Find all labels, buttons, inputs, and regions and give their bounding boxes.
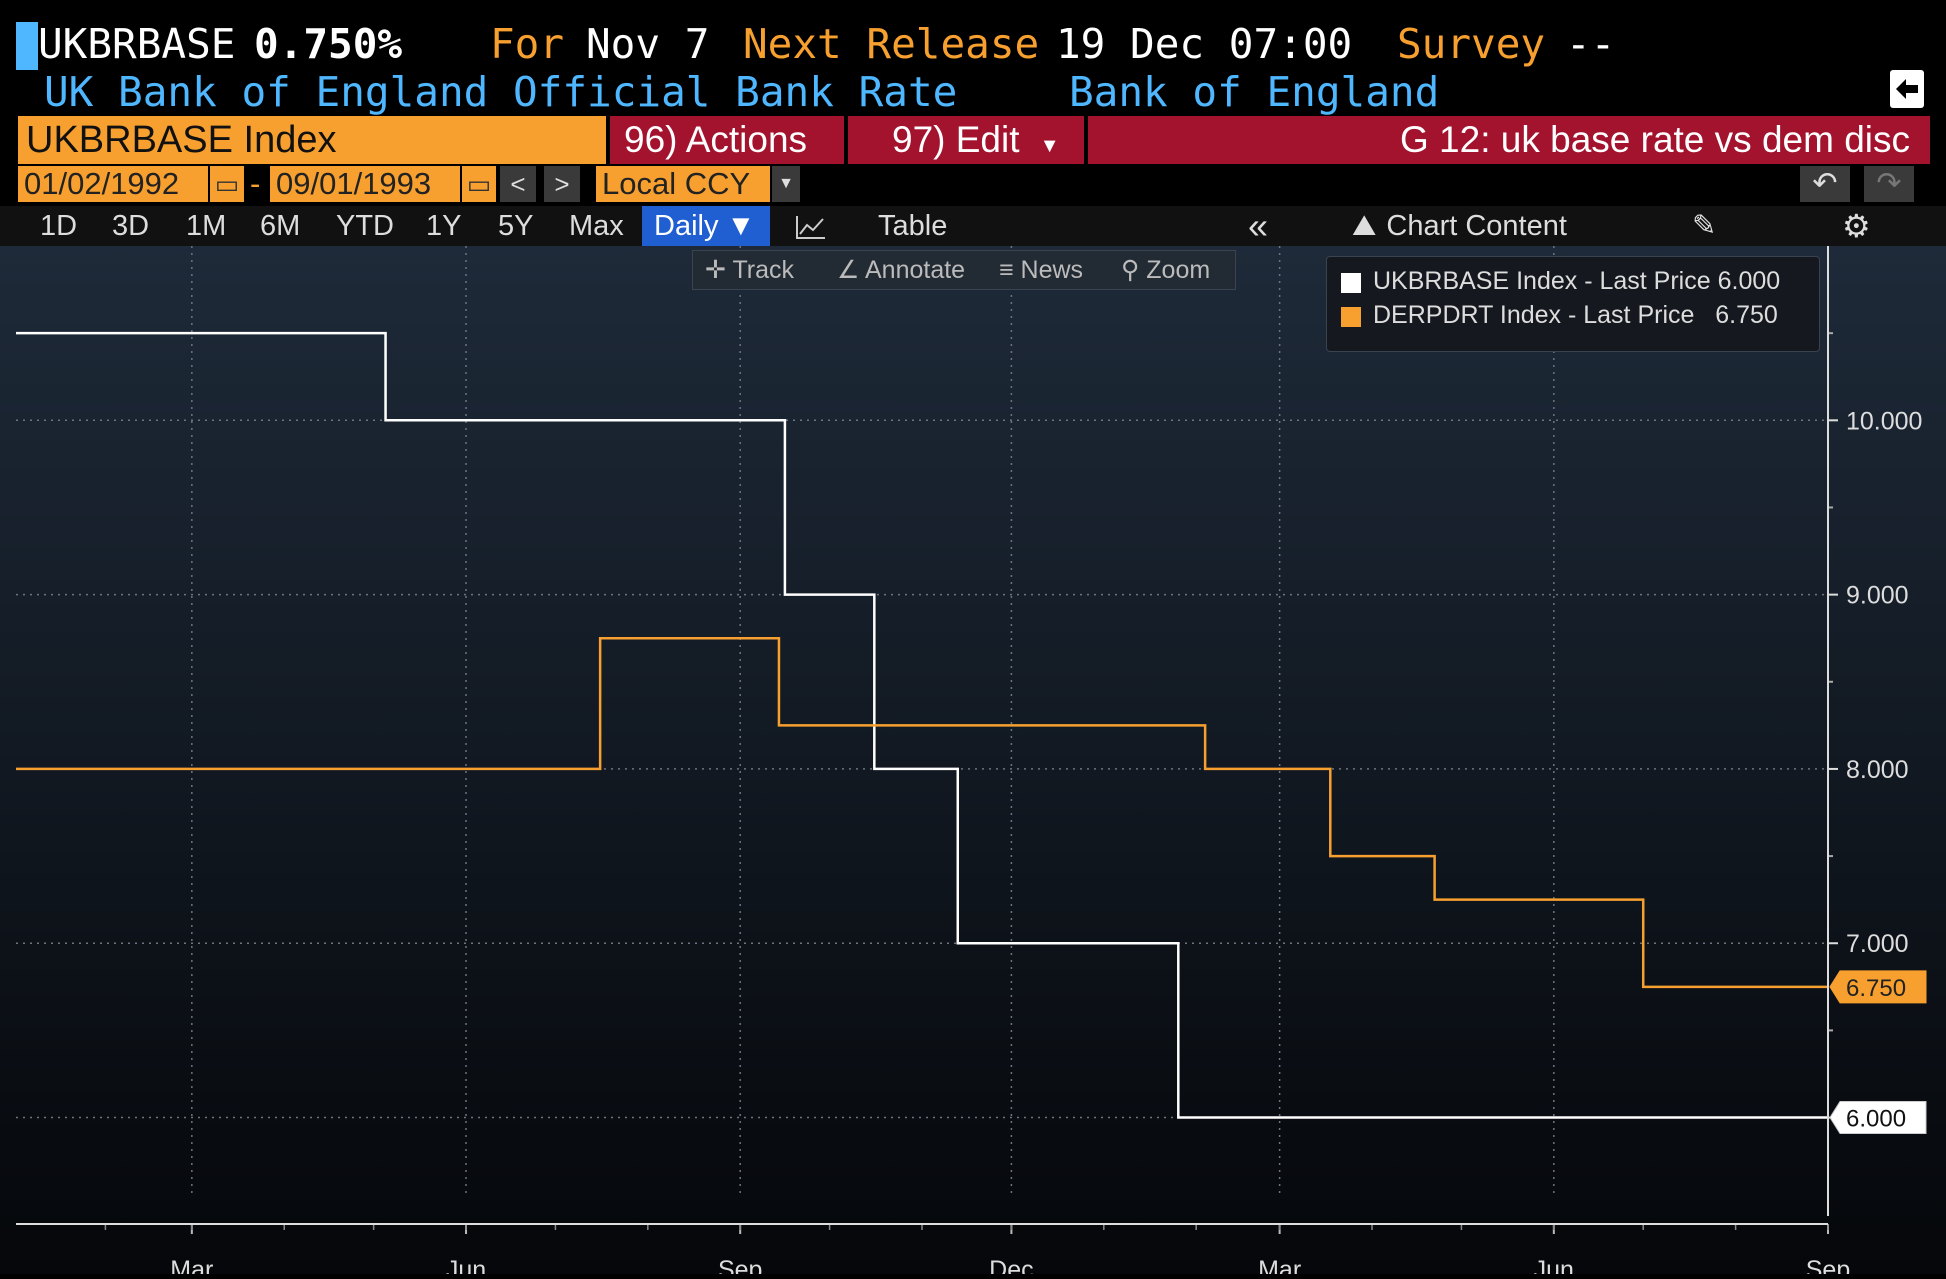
- zoom-label: Zoom: [1146, 256, 1211, 284]
- security-description: UK Bank of England Official Bank Rate: [44, 68, 958, 116]
- date-separator: -: [250, 166, 261, 201]
- export-icon[interactable]: [1890, 70, 1924, 108]
- next-release-label: Next Release: [743, 20, 1040, 68]
- tab-1y[interactable]: 1Y: [426, 210, 462, 242]
- security-description-row: UK Bank of England Official Bank Rate Ba…: [0, 62, 1946, 116]
- line-chart-icon[interactable]: [794, 206, 834, 246]
- chevron-down-icon[interactable]: ▼: [772, 166, 800, 202]
- end-date-input[interactable]: 09/01/1993: [270, 166, 460, 202]
- pencil-icon: ∠: [837, 256, 860, 284]
- badge-shape: [1829, 970, 1927, 1004]
- y-tick-label: 7.000: [1846, 930, 1909, 958]
- edit-label: 97) Edit: [892, 119, 1020, 160]
- x-tick-label: Dec: [989, 1256, 1033, 1274]
- edit-icon[interactable]: ✎: [1692, 210, 1717, 242]
- y-tick-label: 9.000: [1846, 582, 1909, 610]
- x-tick-label: Sep: [1806, 1256, 1850, 1274]
- track-label: Track: [732, 256, 795, 284]
- news-tool[interactable]: ≡ News: [999, 251, 1083, 289]
- x-tick-label: Jun: [446, 1256, 486, 1274]
- legend-last-value: 6.750: [1715, 301, 1778, 329]
- undo-button[interactable]: ↶: [1800, 166, 1850, 202]
- chart-svg[interactable]: 7.000 8.000 9.000 10.000 Mar Jun Sep Dec Mar Jun S…: [0, 246, 1946, 1279]
- tab-3d[interactable]: 3D: [112, 210, 150, 242]
- range-tabs-bar: 1D 3D 1M 6M YTD 1Y 5Y Max Daily ▼ Table …: [0, 206, 1946, 246]
- next-release-date: 19 Dec 07:00: [1056, 20, 1353, 68]
- for-date: Nov 7: [586, 20, 710, 68]
- current-value: 0.750%: [254, 20, 403, 68]
- date-range-toolbar: 01/02/1992 ▭ - 09/01/1993 ▭ < > Local CC…: [0, 166, 1946, 206]
- legend-entry-1: DERPDRT Index - Last Price 6.750: [1373, 301, 1778, 330]
- badge-value: 6.750: [1846, 975, 1906, 1002]
- annotate-tool[interactable]: ∠ Annotate: [837, 251, 965, 289]
- tab-max[interactable]: Max: [569, 210, 624, 242]
- chart-content-button[interactable]: ⛰ Chart Content: [1352, 206, 1567, 246]
- function-toolbar: UKBRBASE Index 96) Actions ▼ 97) Edit ▼ …: [0, 116, 1946, 205]
- chart-content-icon: ⛰: [1352, 210, 1377, 242]
- legend-last-value: 6.000: [1717, 267, 1781, 295]
- collapse-button[interactable]: «: [1248, 205, 1269, 246]
- security-source: Bank of England: [1069, 68, 1440, 116]
- survey-label: Survey: [1397, 20, 1546, 68]
- start-date-input[interactable]: 01/02/1992: [18, 166, 208, 202]
- last-price-badge-1: 6.750: [1829, 970, 1927, 1004]
- prev-period-button[interactable]: <: [500, 166, 536, 202]
- chart-title-field[interactable]: G 12: uk base rate vs dem disc: [1088, 116, 1930, 164]
- security-header: UKBRBASE 0.750% For Nov 7 Next Release 1…: [0, 8, 1946, 70]
- tab-ytd[interactable]: YTD: [336, 210, 394, 242]
- list-icon: ≡: [999, 256, 1014, 284]
- redo-button[interactable]: ↷: [1864, 166, 1914, 202]
- legend-swatch-white: [1341, 273, 1361, 293]
- survey-value: --: [1566, 20, 1616, 68]
- legend-name: UKBRBASE Index - Last Price: [1373, 267, 1711, 295]
- chevron-down-icon: ▼: [1039, 135, 1060, 157]
- badge-value: 6.000: [1846, 1106, 1906, 1133]
- actions-menu[interactable]: 96) Actions ▼: [610, 116, 844, 205]
- legend-name: DERPDRT Index - Last Price: [1373, 301, 1695, 329]
- tab-1m[interactable]: 1M: [186, 210, 227, 242]
- edit-menu[interactable]: 97) Edit ▼: [848, 116, 1084, 164]
- calendar-icon[interactable]: ▭: [462, 166, 496, 202]
- crosshair-icon: ✛: [705, 256, 726, 284]
- chart-legend[interactable]: UKBRBASE Index - Last Price 6.000 DERPDR…: [1326, 256, 1820, 352]
- y-tick-label: 8.000: [1846, 756, 1909, 784]
- magnifier-icon: ⚲: [1121, 256, 1140, 284]
- ticker-symbol: UKBRBASE: [38, 20, 236, 68]
- next-period-button[interactable]: >: [544, 166, 580, 202]
- legend-swatch-orange: [1341, 307, 1361, 327]
- y-tick-label: 10.000: [1846, 407, 1922, 435]
- badge-shape: [1829, 1101, 1927, 1135]
- x-tick-label: Sep: [718, 1256, 762, 1274]
- period-select[interactable]: Daily ▼: [642, 206, 770, 246]
- calendar-icon[interactable]: ▭: [210, 166, 244, 202]
- series-line-1: [16, 636, 1828, 989]
- zoom-tool[interactable]: ⚲ Zoom: [1121, 251, 1210, 289]
- chart-area[interactable]: 7.000 8.000 9.000 10.000 Mar Jun Sep Dec Mar Jun S…: [0, 246, 1946, 1279]
- news-label: News: [1020, 256, 1084, 284]
- track-tool[interactable]: ✛ Track: [705, 251, 794, 289]
- tab-5y[interactable]: 5Y: [498, 210, 534, 242]
- annotate-label: Annotate: [865, 256, 966, 284]
- x-tick-label: Mar: [170, 1256, 213, 1274]
- for-label: For: [490, 20, 565, 68]
- chart-content-label: Chart Content: [1386, 210, 1567, 242]
- legend-entry-0: UKBRBASE Index - Last Price 6.000: [1373, 267, 1780, 296]
- gear-icon[interactable]: ⚙: [1842, 208, 1871, 244]
- chart-tools-bar: ✛ Track ∠ Annotate ≡ News ⚲ Zoom: [692, 250, 1236, 290]
- chart-background: [0, 246, 1946, 1274]
- actions-label: 96) Actions: [624, 119, 808, 160]
- table-button[interactable]: Table: [878, 210, 948, 242]
- series-line-0: [16, 331, 1828, 1119]
- last-price-badge-0: 6.000: [1829, 1101, 1927, 1135]
- x-tick-label: Jun: [1534, 1256, 1574, 1274]
- currency-select[interactable]: Local CCY: [596, 166, 770, 202]
- security-input[interactable]: UKBRBASE Index: [18, 116, 606, 164]
- tab-1d[interactable]: 1D: [40, 210, 78, 242]
- cursor-marker: [16, 22, 38, 70]
- tab-6m[interactable]: 6M: [260, 210, 301, 242]
- x-tick-label: Mar: [1258, 1256, 1301, 1274]
